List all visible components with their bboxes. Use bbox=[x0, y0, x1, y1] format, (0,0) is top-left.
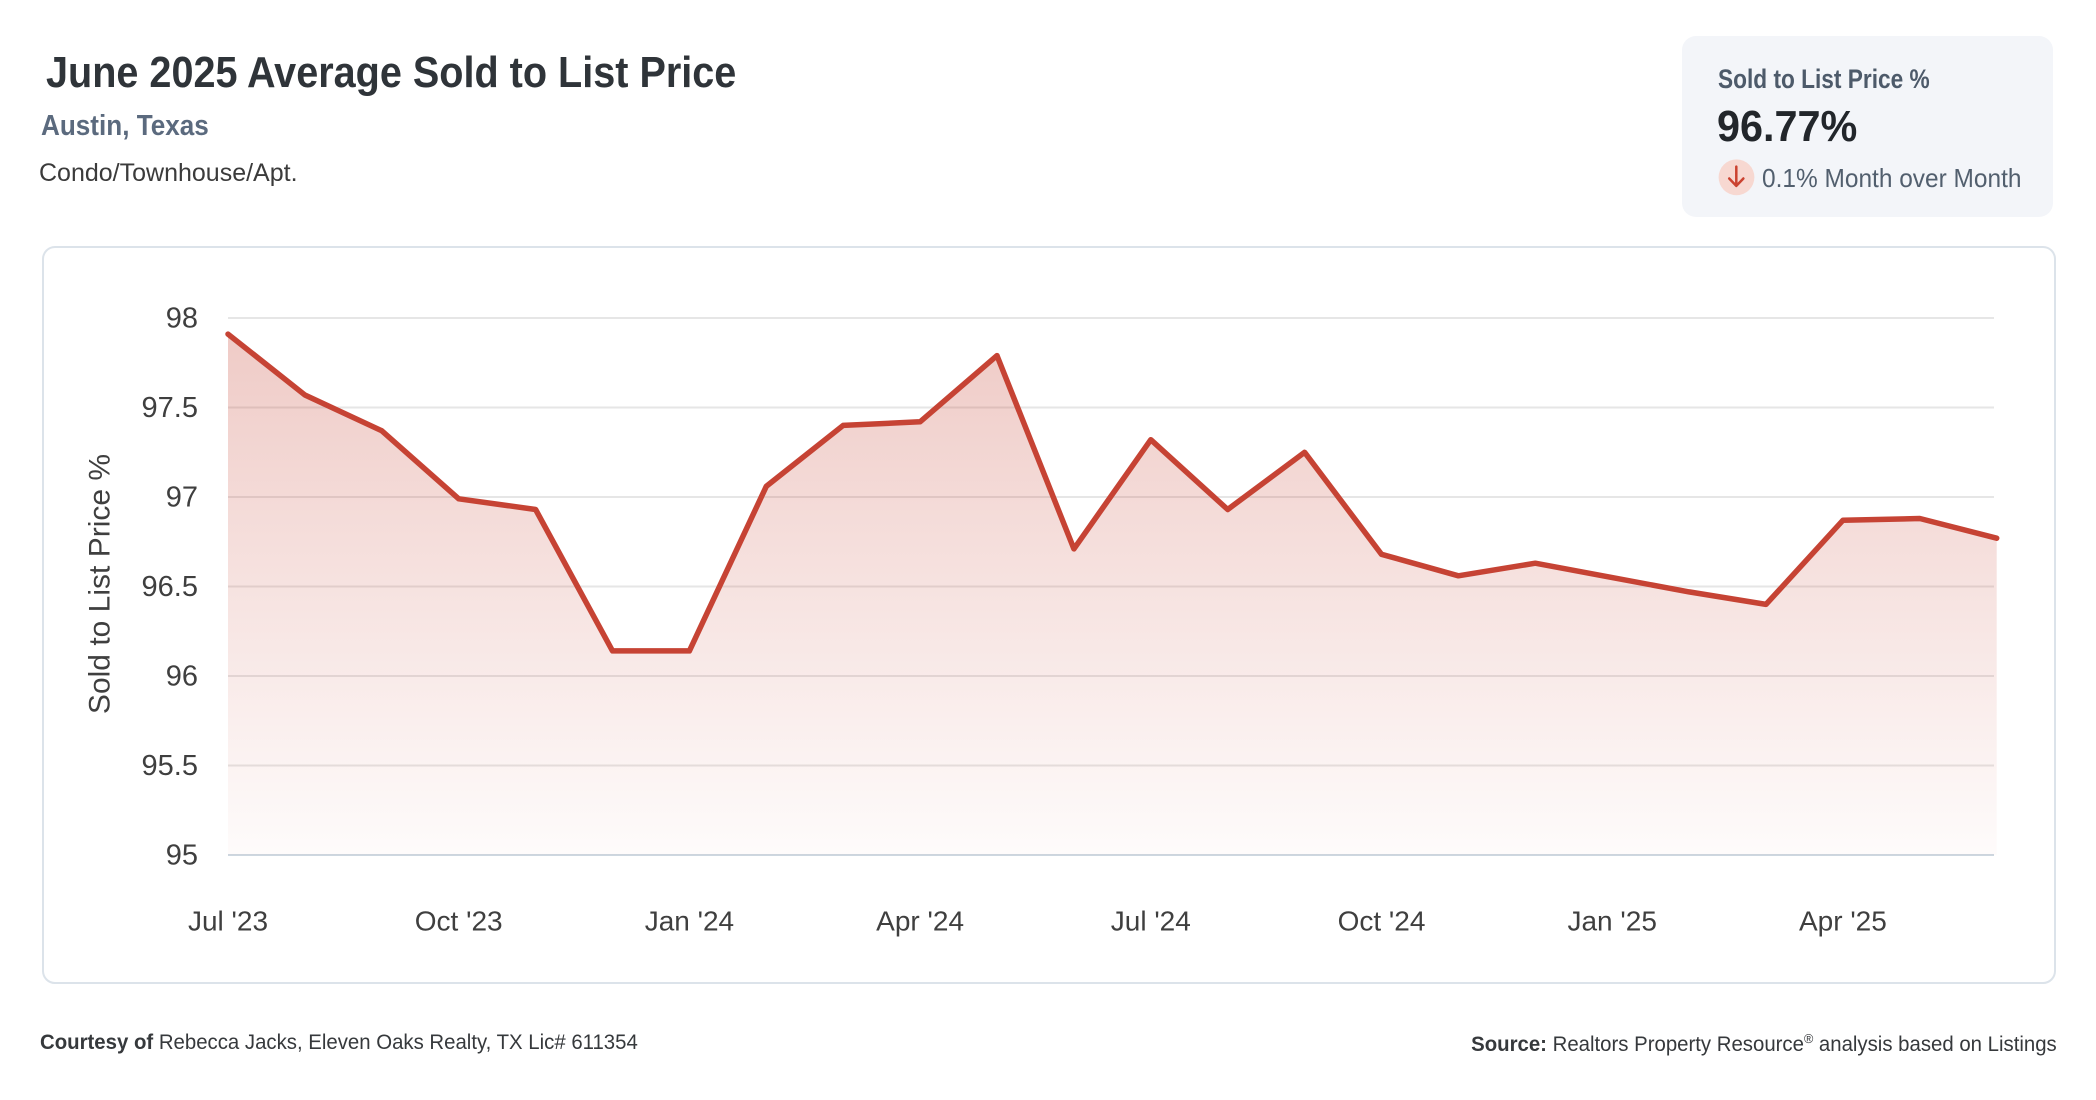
svg-text:Oct '23: Oct '23 bbox=[415, 906, 503, 937]
svg-text:95: 95 bbox=[166, 840, 198, 872]
svg-text:97: 97 bbox=[166, 482, 198, 514]
svg-text:Jul '24: Jul '24 bbox=[1111, 906, 1191, 937]
svg-text:Jan '25: Jan '25 bbox=[1567, 906, 1656, 937]
svg-text:Sold to List Price %: Sold to List Price % bbox=[84, 454, 117, 714]
svg-text:96.5: 96.5 bbox=[142, 571, 198, 603]
svg-text:95.5: 95.5 bbox=[142, 750, 198, 782]
svg-text:97.5: 97.5 bbox=[142, 392, 198, 424]
svg-text:96: 96 bbox=[166, 661, 198, 693]
svg-text:Jul '23: Jul '23 bbox=[188, 906, 268, 937]
svg-text:Jan '24: Jan '24 bbox=[645, 906, 734, 937]
svg-text:98: 98 bbox=[166, 303, 198, 335]
svg-text:Apr '24: Apr '24 bbox=[876, 906, 964, 937]
svg-text:Oct '24: Oct '24 bbox=[1338, 906, 1426, 937]
svg-text:Apr '25: Apr '25 bbox=[1799, 906, 1887, 937]
